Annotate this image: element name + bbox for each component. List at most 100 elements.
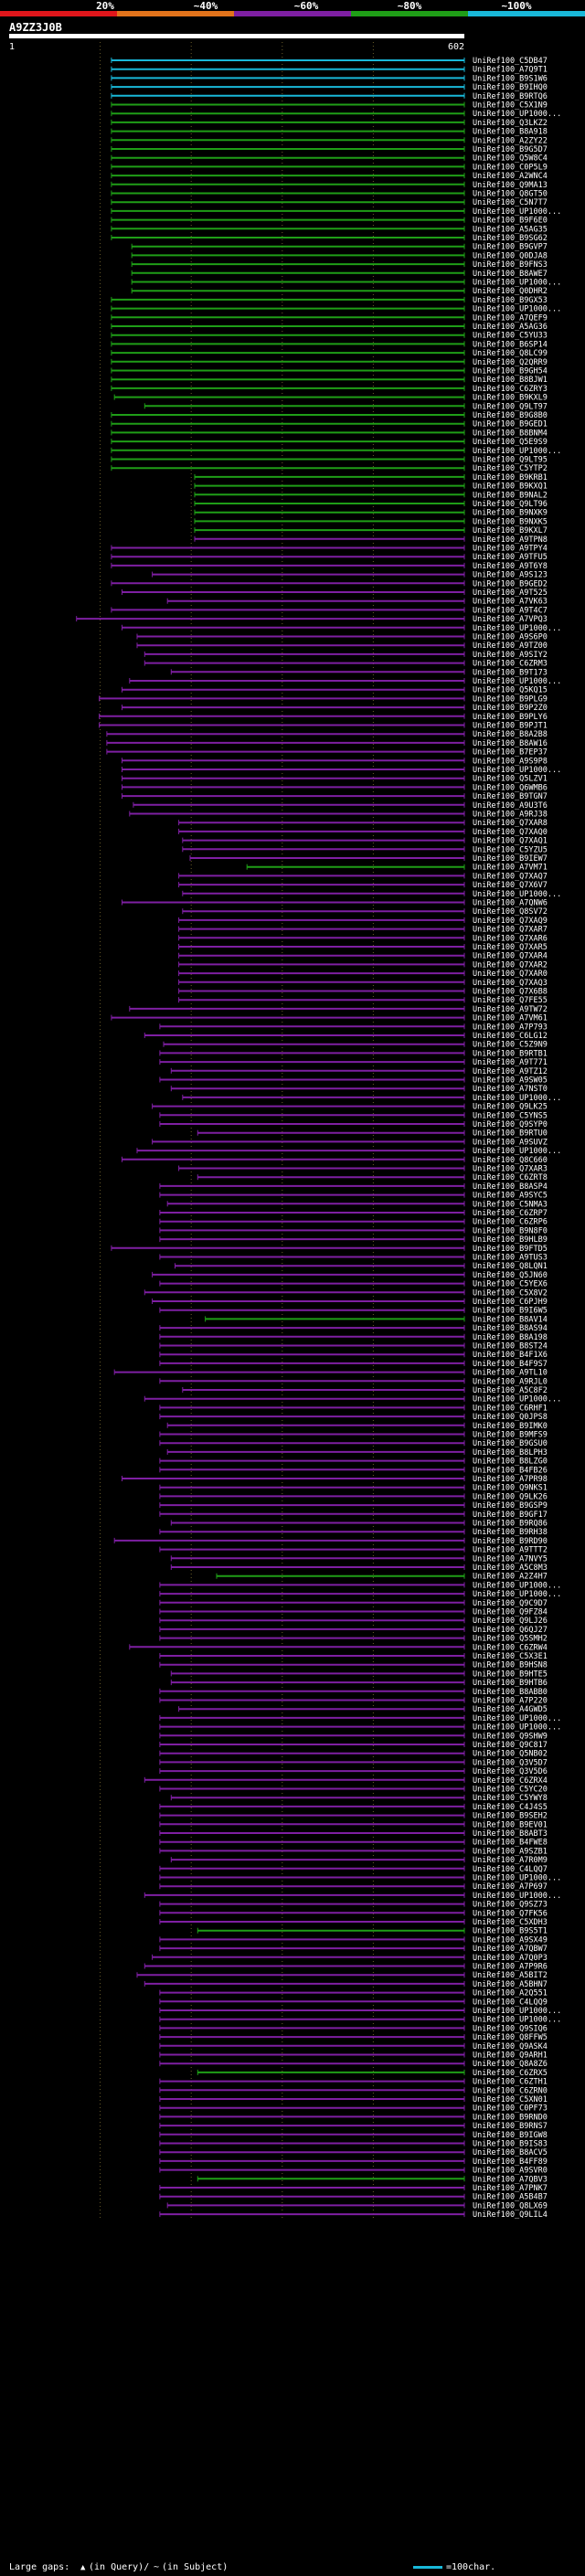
hit-id-label[interactable]: UniRef100_C0P5L9 (473, 163, 548, 172)
hit-id-label[interactable]: UniRef100_B9G5D7 (473, 145, 548, 154)
hit-id-label[interactable]: UniRef100_Q7XAQ7 (473, 872, 548, 881)
hit-id-label[interactable]: UniRef100_B9T173 (473, 668, 548, 677)
hit-id-label[interactable]: UniRef100_B8A198 (473, 1333, 548, 1342)
hit-id-label[interactable]: UniRef100_B9F6E0 (473, 217, 548, 226)
hit-id-label[interactable]: UniRef100_B9EV01 (473, 1820, 548, 1829)
hit-id-label[interactable]: UniRef100_B9P2Z0 (473, 704, 548, 713)
hit-id-label[interactable]: UniRef100_B8A918 (473, 128, 548, 137)
hit-id-label[interactable]: UniRef100_UP1000... (473, 766, 561, 775)
hit-id-label[interactable]: UniRef100_A9T525 (473, 588, 548, 598)
hit-id-label[interactable]: UniRef100_B9IS83 (473, 2140, 548, 2149)
hit-id-label[interactable]: UniRef100_Q8SV72 (473, 907, 548, 917)
hit-id-label[interactable]: UniRef100_Q9C817 (473, 1741, 548, 1750)
hit-id-label[interactable]: UniRef100_B4FB26 (473, 1466, 548, 1475)
hit-id-label[interactable]: UniRef100_A2Z4H7 (473, 1573, 548, 1582)
hit-id-label[interactable]: UniRef100_C5YEX6 (473, 1280, 548, 1289)
hit-id-label[interactable]: UniRef100_Q9C9D7 (473, 1599, 548, 1608)
hit-id-label[interactable]: UniRef100_C6ZRW4 (473, 1643, 548, 1652)
hit-id-label[interactable]: UniRef100_A2ZY22 (473, 136, 548, 145)
hit-id-label[interactable]: UniRef100_A9TUS3 (473, 1254, 548, 1263)
hit-id-label[interactable]: UniRef100_A9TW72 (473, 1005, 548, 1014)
hit-id-label[interactable]: UniRef100_A9SYC5 (473, 1192, 548, 1201)
hit-id-label[interactable]: UniRef100_Q9ASK4 (473, 2042, 548, 2051)
hit-id-label[interactable]: UniRef100_B9N8F0 (473, 1226, 548, 1235)
hit-id-label[interactable]: UniRef100_Q8LQN1 (473, 1262, 548, 1271)
hit-id-label[interactable]: UniRef100_A9TZ12 (473, 1067, 548, 1076)
hit-id-label[interactable]: UniRef100_C6ZTH1 (473, 2078, 548, 2087)
hit-id-label[interactable]: UniRef100_B9RQ86 (473, 1520, 548, 1529)
hit-id-label[interactable]: UniRef100_B9NXK9 (473, 509, 548, 518)
hit-id-label[interactable]: UniRef100_B9HTE5 (473, 1670, 548, 1679)
hit-id-label[interactable]: UniRef100_Q7XAR2 (473, 960, 548, 970)
hit-id-label[interactable]: UniRef100_Q5E9S9 (473, 438, 548, 447)
hit-id-label[interactable]: UniRef100_A5AG35 (473, 225, 548, 234)
hit-id-label[interactable]: UniRef100_C5NMA3 (473, 1200, 548, 1209)
hit-id-label[interactable]: UniRef100_Q9FZ84 (473, 1608, 548, 1617)
hit-id-label[interactable]: UniRef100_Q9LIL4 (473, 2210, 548, 2220)
hit-id-label[interactable]: UniRef100_B9NXK5 (473, 517, 548, 526)
hit-id-label[interactable]: UniRef100_Q7XAQ3 (473, 979, 548, 988)
hit-id-label[interactable]: UniRef100_B9RD90 (473, 1537, 548, 1546)
hit-id-label[interactable]: UniRef100_Q9SYP0 (473, 1120, 548, 1129)
hit-id-label[interactable]: UniRef100_Q8C660 (473, 1156, 548, 1165)
hit-id-label[interactable]: UniRef100_B4FWE8 (473, 1839, 548, 1848)
hit-id-label[interactable]: UniRef100_B8A2B8 (473, 730, 548, 739)
hit-id-label[interactable]: UniRef100_UP1000... (473, 1094, 561, 1103)
hit-id-label[interactable]: UniRef100_A5AG36 (473, 323, 548, 332)
hit-id-label[interactable]: UniRef100_A7P697 (473, 1882, 548, 1892)
hit-id-label[interactable]: UniRef100_B8BNM4 (473, 429, 548, 438)
hit-id-label[interactable]: UniRef100_B9RTQ6 (473, 92, 548, 101)
hit-id-label[interactable]: UniRef100_B8LZG0 (473, 1458, 548, 1467)
hit-id-label[interactable]: UniRef100_B9RTB1 (473, 1049, 548, 1058)
hit-id-label[interactable]: UniRef100_B9IMK0 (473, 1422, 548, 1431)
hit-id-label[interactable]: UniRef100_Q3V5D7 (473, 1758, 548, 1767)
hit-id-label[interactable]: UniRef100_B8ACV5 (473, 2148, 548, 2157)
hit-id-label[interactable]: UniRef100_UP1000... (473, 207, 561, 217)
hit-id-label[interactable]: UniRef100_C6ZRM3 (473, 660, 548, 669)
hit-id-label[interactable]: UniRef100_UP1000... (473, 890, 561, 899)
hit-id-label[interactable]: UniRef100_B9RTU0 (473, 1129, 548, 1139)
hit-id-label[interactable]: UniRef100_UP1000... (473, 1892, 561, 1901)
hit-id-label[interactable]: UniRef100_B4F9S7 (473, 1360, 548, 1369)
hit-id-label[interactable]: UniRef100_A7NVY5 (473, 1554, 548, 1564)
hit-id-label[interactable]: UniRef100_A7QBW7 (473, 1945, 548, 1954)
hit-id-label[interactable]: UniRef100_Q8LC99 (473, 349, 548, 358)
hit-id-label[interactable]: UniRef100_Q9LT97 (473, 402, 548, 411)
hit-id-label[interactable]: UniRef100_Q7XAR6 (473, 934, 548, 943)
hit-id-label[interactable]: UniRef100_A2Q551 (473, 1989, 548, 1998)
hit-id-label[interactable]: UniRef100_B9NAL2 (473, 491, 548, 500)
hit-id-label[interactable]: UniRef100_A7P793 (473, 1023, 548, 1032)
hit-id-label[interactable]: UniRef100_Q9LJ26 (473, 1617, 548, 1626)
hit-id-label[interactable]: UniRef100_B9IGW8 (473, 2131, 548, 2140)
hit-id-label[interactable]: UniRef100_B8BJW1 (473, 376, 548, 385)
hit-id-label[interactable]: UniRef100_A9SX49 (473, 1935, 548, 1945)
hit-id-label[interactable]: UniRef100_B9GSP9 (473, 1501, 548, 1511)
hit-id-label[interactable]: UniRef100_A9SUVZ (473, 1138, 548, 1147)
hit-id-label[interactable]: UniRef100_A7R0M9 (473, 1856, 548, 1865)
hit-id-label[interactable]: UniRef100_A9S9P8 (473, 757, 548, 766)
hit-id-label[interactable]: UniRef100_A7VK63 (473, 598, 548, 607)
hit-id-label[interactable]: UniRef100_A5BHN7 (473, 1980, 548, 1989)
hit-id-label[interactable]: UniRef100_A9TTT2 (473, 1546, 548, 1555)
hit-id-label[interactable]: UniRef100_Q6WMB6 (473, 783, 548, 792)
hit-id-label[interactable]: UniRef100_B9GH54 (473, 367, 548, 376)
hit-id-label[interactable]: UniRef100_C6ZRP6 (473, 1218, 548, 1227)
hit-id-label[interactable]: UniRef100_C5YU33 (473, 332, 548, 341)
hit-id-label[interactable]: UniRef100_B9MFS9 (473, 1431, 548, 1440)
hit-id-label[interactable]: UniRef100_C5X3E1 (473, 1652, 548, 1661)
hit-id-label[interactable]: UniRef100_C5N7T7 (473, 198, 548, 207)
hit-id-label[interactable]: UniRef100_UP1000... (473, 279, 561, 288)
hit-id-label[interactable]: UniRef100_Q9ARH1 (473, 2051, 548, 2061)
hit-id-label[interactable]: UniRef100_A9RJL0 (473, 1377, 548, 1386)
hit-id-label[interactable]: UniRef100_B8AV14 (473, 1315, 548, 1324)
hit-id-label[interactable]: UniRef100_Q9LK25 (473, 1103, 548, 1112)
hit-id-label[interactable]: UniRef100_C5XN01 (473, 2095, 548, 2104)
hit-id-label[interactable]: UniRef100_UP1000... (473, 1714, 561, 1723)
hit-id-label[interactable]: UniRef100_B4F1X6 (473, 1351, 548, 1360)
hit-id-label[interactable]: UniRef100_UP1000... (473, 624, 561, 633)
hit-id-label[interactable]: UniRef100_C5YC20 (473, 1786, 548, 1795)
hit-id-label[interactable]: UniRef100_B9HTB6 (473, 1679, 548, 1688)
hit-id-label[interactable]: UniRef100_B9SG62 (473, 234, 548, 243)
hit-id-label[interactable]: UniRef100_Q5KQ15 (473, 686, 548, 695)
hit-id-label[interactable]: UniRef100_A5C8M3 (473, 1564, 548, 1573)
